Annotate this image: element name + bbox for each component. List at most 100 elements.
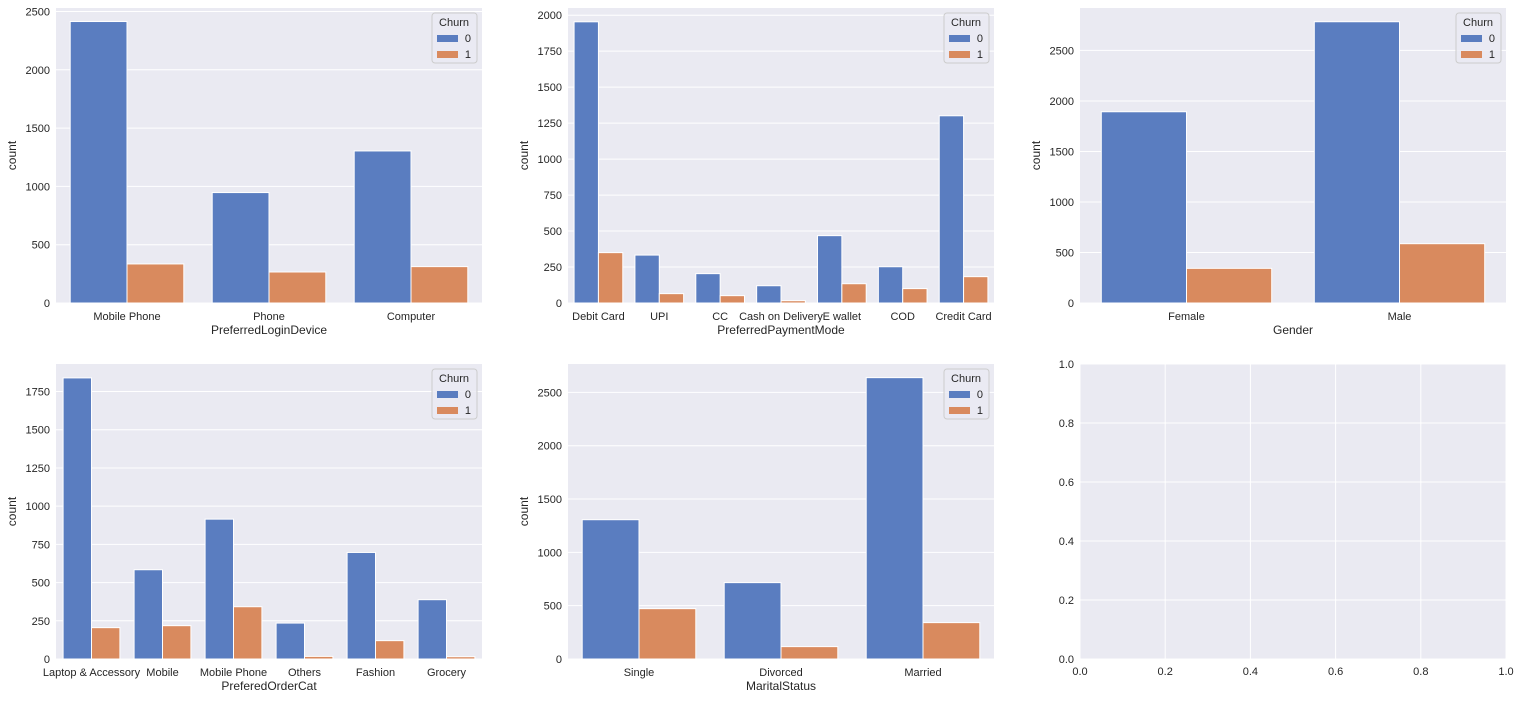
bar-upi-churn-1 <box>658 293 685 304</box>
legend-title: Churn <box>439 17 469 29</box>
bar-divorced-churn-1 <box>780 646 839 660</box>
y-tick-label: 0 <box>556 654 562 666</box>
bar-married-churn-0 <box>865 377 924 660</box>
y-tick-label: 1750 <box>538 46 562 58</box>
x-tick-label: Single <box>624 667 655 679</box>
x-tick-label: 0.8 <box>1413 666 1428 678</box>
bar-phone-churn-1 <box>268 271 327 304</box>
legend-swatch-churn-0 <box>437 35 458 42</box>
bar-upi-churn-0 <box>634 254 660 304</box>
bar-computer-churn-1 <box>410 266 469 304</box>
axes-background <box>568 8 994 303</box>
bar-others-churn-0 <box>275 622 306 660</box>
legend: Churn 0 1 <box>1455 12 1502 64</box>
y-tick-label: 2500 <box>538 387 562 399</box>
legend: Churn 0 1 <box>431 12 478 64</box>
y-axis-label: count <box>5 140 19 170</box>
axes-background <box>1080 364 1506 659</box>
bar-cash-on-delivery-churn-1 <box>780 300 806 304</box>
x-tick-label: 0.4 <box>1243 666 1258 678</box>
legend-label: 1 <box>1489 49 1495 61</box>
x-tick-label: Mobile Phone <box>93 311 160 323</box>
x-axis-label: Gender <box>1273 323 1313 337</box>
bar-cod-churn-0 <box>877 266 904 304</box>
y-tick-label: 500 <box>544 601 562 613</box>
x-tick-label: Male <box>1388 311 1412 323</box>
y-tick-label: 0 <box>44 654 50 666</box>
bar-laptop-accessory-churn-1 <box>91 627 121 660</box>
y-tick-label: 2500 <box>26 6 50 18</box>
y-tick-label: 1000 <box>538 547 562 559</box>
y-tick-label: 0.6 <box>1059 477 1074 489</box>
subplot-5: 0 500 1000 1500 2000 2500 Single Divorced Marrie… <box>517 364 994 693</box>
legend-label: 1 <box>465 49 471 61</box>
subplot-1: 0 500 1000 1500 2000 2500 Mobile Phone Phone Com… <box>5 6 482 337</box>
y-tick-label: 250 <box>544 262 562 274</box>
y-tick-label: 500 <box>32 578 50 590</box>
bar-computer-churn-0 <box>353 150 412 304</box>
x-axis-label: MaritalStatus <box>746 679 816 693</box>
subplot-6: 0.0 0.2 0.4 0.6 0.8 1.0 0.0 0.2 0.4 0.6 0.8 1.0 <box>1059 359 1514 678</box>
legend-label: 0 <box>1489 33 1495 45</box>
x-tick-label: COD <box>890 311 915 323</box>
x-axis-label: PreferredPaymentMode <box>717 323 845 337</box>
legend: Churn 0 1 <box>943 12 990 64</box>
legend-title: Churn <box>951 17 981 29</box>
bar-e-wallet-churn-1 <box>841 283 867 304</box>
legend-swatch-churn-1 <box>949 407 970 414</box>
y-tick-label: 1000 <box>538 154 562 166</box>
y-axis-label: count <box>517 140 531 170</box>
bar-mobile-phone-churn-1 <box>126 263 185 304</box>
x-tick-label: 0.6 <box>1328 666 1343 678</box>
x-tick-label: 0.2 <box>1158 666 1173 678</box>
bar-grocery-churn-1 <box>446 656 476 660</box>
bar-e-wallet-churn-0 <box>817 235 843 304</box>
y-axis-label: count <box>517 496 531 526</box>
legend-label: 1 <box>977 405 983 417</box>
bar-debit-card-churn-0 <box>573 21 599 304</box>
bar-divorced-churn-0 <box>723 582 782 660</box>
y-tick-label: 500 <box>544 226 562 238</box>
bar-mobile-churn-1 <box>162 625 192 660</box>
legend-title: Churn <box>1463 17 1493 29</box>
bar-debit-card-churn-1 <box>597 252 624 304</box>
y-tick-label: 0.8 <box>1059 418 1074 430</box>
bar-female-churn-0 <box>1100 111 1188 304</box>
y-tick-label: 750 <box>32 539 50 551</box>
subplot-4: 0 250 500 750 1000 1250 1500 1750 Laptop & Acces… <box>5 364 482 693</box>
y-tick-label: 2000 <box>538 10 562 22</box>
legend-swatch-churn-0 <box>437 391 458 398</box>
y-tick-label: 500 <box>32 240 50 252</box>
y-tick-label: 1250 <box>26 463 50 475</box>
x-tick-label: Others <box>288 667 322 679</box>
y-tick-label: 1500 <box>26 123 50 135</box>
x-tick-label: Computer <box>387 311 436 323</box>
y-tick-label: 1000 <box>1050 197 1074 209</box>
y-tick-label: 1000 <box>26 181 50 193</box>
y-tick-label: 0 <box>556 298 562 310</box>
x-tick-label: Fashion <box>356 667 395 679</box>
x-tick-label: Laptop & Accessory <box>43 667 141 679</box>
x-tick-label: Married <box>904 667 941 679</box>
x-tick-label: Cash on Delivery <box>739 311 823 323</box>
subplot-3: 0 500 1000 1500 2000 2500 Female Male Gender coun… <box>1029 8 1506 337</box>
bar-cc-churn-1 <box>719 295 745 304</box>
x-tick-label: Credit Card <box>935 311 991 323</box>
y-tick-label: 2000 <box>1050 96 1074 108</box>
bar-female-churn-1 <box>1186 267 1273 304</box>
x-tick-label: UPI <box>650 311 668 323</box>
bar-grocery-churn-0 <box>417 599 448 660</box>
bar-others-churn-1 <box>304 655 334 660</box>
x-tick-label: 0.0 <box>1072 666 1087 678</box>
y-axis-label: count <box>5 496 19 526</box>
legend-label: 1 <box>977 49 983 61</box>
y-tick-label: 1500 <box>538 494 562 506</box>
y-tick-label: 1500 <box>26 425 50 437</box>
bar-mobile-churn-0 <box>133 569 164 660</box>
legend-swatch-churn-1 <box>1461 51 1482 58</box>
y-tick-label: 1.0 <box>1059 359 1074 371</box>
y-tick-label: 2000 <box>26 65 50 77</box>
legend: Churn 0 1 <box>943 368 990 420</box>
y-tick-label: 0.4 <box>1059 536 1074 548</box>
y-tick-label: 1750 <box>26 387 50 399</box>
